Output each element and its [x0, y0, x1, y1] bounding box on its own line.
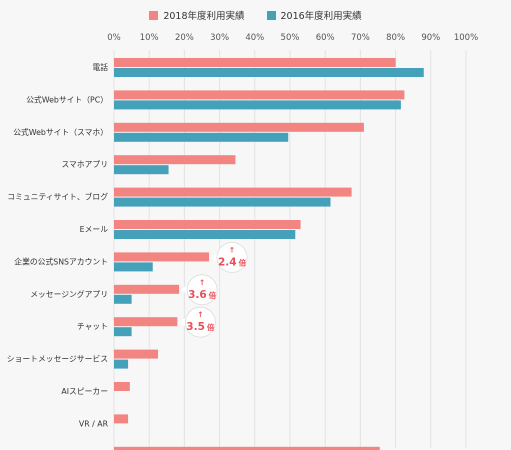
badge-circle: [186, 274, 218, 306]
bar-2018: [114, 90, 405, 100]
bar-2018: [114, 382, 130, 391]
category-label: ショートメッセージサービス: [7, 355, 108, 364]
bar-2016: [114, 100, 401, 110]
x-tick-label: 80%: [386, 33, 405, 43]
legend-swatch-2016: [266, 10, 276, 20]
bar-2018: [114, 446, 380, 450]
bar-2016: [114, 327, 132, 337]
x-tick-label: 60%: [316, 33, 335, 43]
x-tick-label: 100%: [454, 33, 478, 43]
multiplier-label: 3.6 倍: [188, 289, 217, 301]
multiplier-unit: 倍: [238, 257, 247, 267]
category-label: スマホアプリ: [61, 160, 108, 169]
x-tick-label: 30%: [210, 33, 229, 43]
multiplier-annotations: ↑2.4 倍↑3.6 倍↑3.5 倍: [178, 241, 248, 338]
bar-2016: [114, 359, 129, 369]
multiplier-value: 2.4: [218, 256, 237, 268]
multiplier-value: 3.6: [188, 289, 207, 301]
bar-2018: [114, 187, 352, 197]
multiplier-value: 3.5: [186, 321, 205, 333]
multiplier-label: 2.4 倍: [218, 256, 247, 268]
x-axis-ticks: 0% 10% 20% 30% 40% 50% 60% 70% 80% 90% 100%: [107, 33, 478, 43]
x-tick-label: 20%: [175, 33, 194, 43]
bar-2018: [114, 414, 129, 424]
multiplier-badge: ↑ 2.4 倍: [210, 241, 248, 273]
x-tick-label: 70%: [351, 33, 370, 43]
multiplier-badge: ↑ 3.5 倍: [178, 306, 216, 338]
legend-swatch-2018: [149, 10, 159, 20]
x-tick-label: 50%: [281, 33, 300, 43]
bar-2016: [114, 68, 424, 77]
badge-circle: [216, 241, 248, 273]
bar-2018: [114, 349, 158, 359]
legend: 2018年度利用実績 2016年度利用実績: [0, 8, 511, 22]
x-tick-label: 10%: [140, 33, 159, 43]
bar-2016: [114, 262, 153, 272]
up-arrow-icon: ↑: [199, 278, 205, 287]
category-label: チャット: [77, 322, 108, 331]
grid-layer: [113, 50, 467, 448]
legend-label-2018: 2018年度利用実績: [163, 11, 245, 22]
bar-2016: [114, 230, 296, 239]
bar-2018: [114, 58, 396, 67]
bar-2018: [114, 155, 236, 165]
multiplier-label: 3.5 倍: [186, 321, 215, 333]
legend-label-2016: 2016年度利用実績: [280, 11, 362, 22]
bar-2016: [114, 294, 132, 304]
category-label: AIスピーカー: [61, 387, 108, 396]
badge-circle: [184, 306, 216, 338]
bar-2018: [114, 317, 178, 327]
bar-2016: [114, 132, 289, 142]
multiplier-unit: 倍: [208, 290, 217, 300]
x-tick-label: 40%: [245, 33, 264, 43]
x-tick-label: 90%: [421, 33, 440, 43]
bar-2018: [114, 252, 210, 262]
bar-2018: [114, 284, 180, 294]
x-tick-label: 0%: [107, 33, 121, 43]
legend-item-2016: 2016年度利用実績: [266, 8, 362, 22]
category-label: 電話: [92, 62, 108, 72]
legend-item-2018: 2018年度利用実績: [149, 8, 245, 22]
category-label: VR / AR: [79, 419, 109, 428]
bar-2018: [114, 220, 301, 229]
up-arrow-icon: ↑: [229, 245, 235, 254]
multiplier-unit: 倍: [206, 322, 215, 332]
category-label: コミュニティサイト、ブログ: [7, 192, 108, 202]
bar-2016: [114, 197, 331, 207]
category-label: メッセージングアプリ: [30, 289, 108, 299]
bar-2016: [114, 165, 169, 175]
bar-2018: [114, 122, 364, 132]
category-label: 公式Webサイト（スマホ）: [13, 127, 108, 137]
bars: [114, 58, 424, 450]
up-arrow-icon: ↑: [197, 310, 203, 319]
category-label: 公式Webサイト（PC）: [26, 94, 108, 104]
category-label: 企業の公式SNSアカウント: [14, 256, 108, 266]
multiplier-badge: ↑ 3.6 倍: [180, 274, 218, 306]
category-label: Eメール: [80, 225, 109, 234]
